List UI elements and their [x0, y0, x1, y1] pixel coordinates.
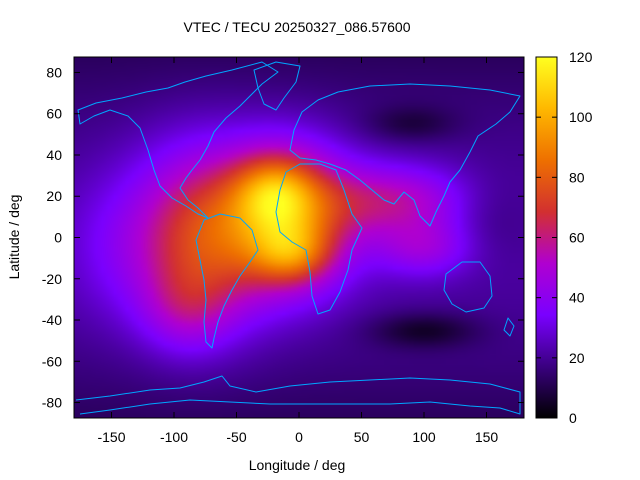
coastline-eurasia: [289, 83, 521, 227]
y-axis-ticks: -80 -60 -40 -20 0 20 40 60 80: [42, 64, 524, 411]
y-tick-label: -40: [42, 312, 62, 328]
y-tick-label: -60: [42, 353, 62, 369]
colorbar: 0 20 40 60 80 100 120: [535, 49, 593, 426]
coastline-greenland: [253, 61, 301, 111]
y-tick-label: -80: [42, 395, 62, 411]
coastline-africa: [275, 163, 363, 315]
x-tick-label: -100: [160, 429, 188, 445]
colorbar-tick-label: 80: [569, 169, 585, 185]
colorbar-tick-label: 0: [569, 410, 577, 426]
coastline-antarctica: [75, 375, 521, 415]
coastline-north-america: [77, 61, 279, 219]
coastline-australia: [443, 261, 493, 313]
vtec-heatmap-image: [74, 57, 524, 418]
x-tick-label: 100: [412, 429, 436, 445]
colorbar-tick-label: 20: [569, 350, 585, 366]
coastline-south-america: [195, 213, 259, 349]
heatmap: [74, 57, 524, 418]
x-axis-ticks: -150 -100 -50 0 50 100 150: [97, 57, 498, 445]
x-tick-label: -50: [226, 429, 246, 445]
y-tick-label: -20: [42, 271, 62, 287]
colorbar-tick-label: 60: [569, 230, 585, 246]
x-tick-label: -150: [97, 429, 125, 445]
coastline-new-zealand: [503, 317, 515, 337]
colorbar-ticks: 0 20 40 60 80 100 120: [536, 49, 593, 426]
x-tick-label: 150: [475, 429, 499, 445]
y-axis-label: Latitude / deg: [6, 195, 22, 280]
y-tick-label: 60: [46, 106, 62, 122]
x-tick-label: 0: [295, 429, 303, 445]
y-tick-label: 40: [46, 147, 62, 163]
y-tick-label: 80: [46, 64, 62, 80]
y-tick-label: 0: [54, 230, 62, 246]
x-axis-label: Longitude / deg: [249, 457, 346, 473]
colorbar-tick-label: 40: [569, 290, 585, 306]
chart-title: VTEC / TECU 20250327_086.57600: [183, 19, 410, 35]
colorbar-tick-label: 100: [569, 109, 593, 125]
colorbar-tick-label: 120: [569, 49, 593, 65]
y-tick-label: 20: [46, 188, 62, 204]
coastlines: [75, 61, 521, 415]
x-tick-label: 50: [354, 429, 370, 445]
